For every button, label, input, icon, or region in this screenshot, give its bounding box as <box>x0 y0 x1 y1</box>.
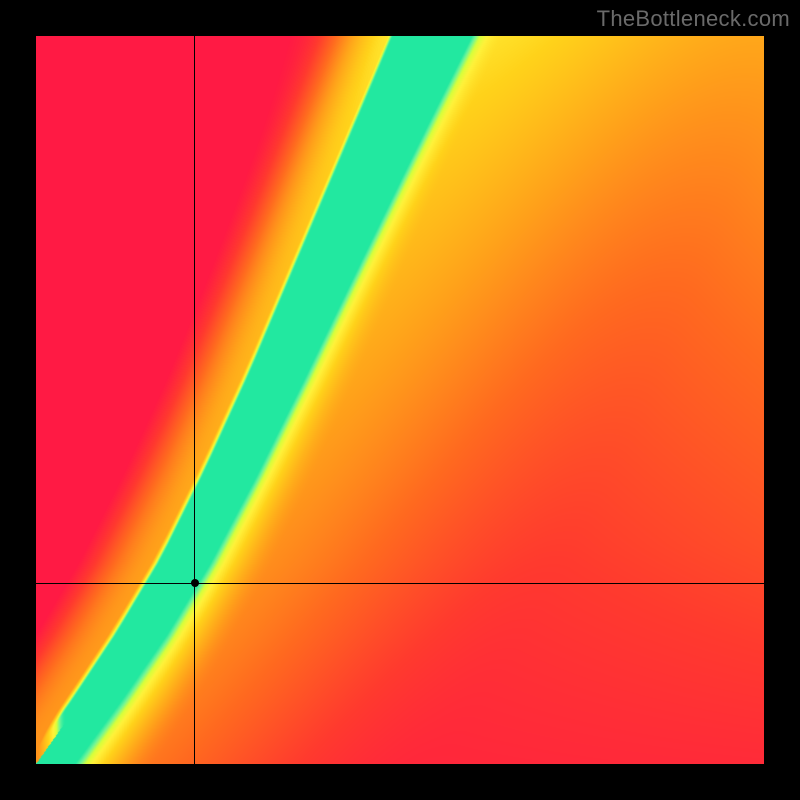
watermark-text: TheBottleneck.com <box>597 6 790 32</box>
heatmap-canvas <box>36 36 764 764</box>
crosshair-vertical <box>194 36 195 764</box>
heatmap-plot-area <box>36 36 764 764</box>
crosshair-marker <box>191 579 199 587</box>
figure-container: TheBottleneck.com <box>0 0 800 800</box>
crosshair-horizontal <box>36 583 764 584</box>
